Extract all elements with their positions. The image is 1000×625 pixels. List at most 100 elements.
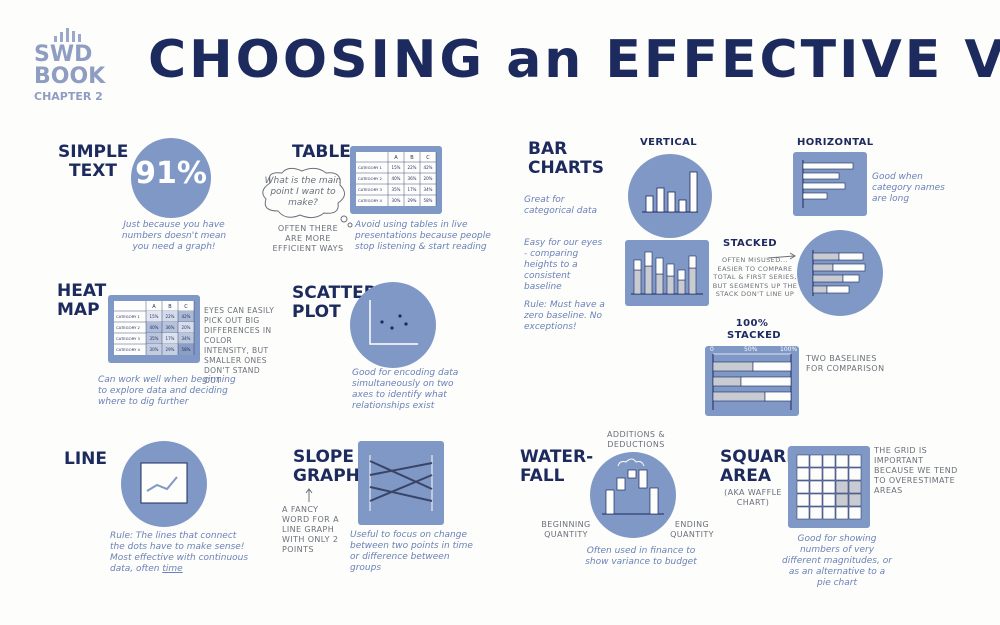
stacked-vertical-graphic: [631, 251, 703, 295]
stacked100-label: 100% STACKED: [727, 318, 782, 341]
stacked100-graphic: [712, 353, 792, 410]
waterfall-left-label: BEGINNING QUANTITY: [541, 520, 591, 539]
waterfall-top-label: ADDITIONS & DEDUCTIONS: [607, 430, 665, 449]
table-cell: 40%: [150, 325, 159, 330]
line-note: Rule: The lines that connect the dots ha…: [110, 531, 250, 575]
waffle-cell: [848, 506, 862, 520]
slope-graphic: [369, 455, 433, 511]
waffle-cell: [809, 480, 823, 494]
waffle-cell: [848, 480, 862, 494]
table-cell: 15%: [392, 165, 401, 170]
table-cell: 29%: [408, 198, 417, 203]
table-cell: 58%: [424, 198, 433, 203]
waffle-cell: [796, 454, 810, 468]
line-graphic: [140, 462, 188, 504]
scatter-graphic: [369, 300, 418, 345]
table-cell: 30%: [150, 347, 159, 352]
line-note-text: Rule: The lines that connect the dots ha…: [110, 531, 249, 574]
waterfall-graphic: [602, 458, 664, 515]
table-cell: 35%: [150, 336, 159, 341]
vertical-bar-graphic: [642, 171, 698, 213]
table-cell: 30%: [392, 198, 401, 203]
heatmap-cell: [146, 333, 162, 344]
table-cell: 35%: [392, 187, 401, 192]
waffle-cell: [822, 493, 836, 507]
heatmap-cell: [178, 322, 194, 333]
bar-note-3: Rule: Must have a zero baseline. No exce…: [524, 300, 605, 332]
table-cell: 17%: [166, 336, 175, 341]
table-cell: 42%: [182, 314, 191, 319]
heatmap-cell: [146, 322, 162, 333]
arrow-right-icon: [767, 252, 796, 260]
square-heading: SQUARE AREA: [720, 447, 798, 486]
heatmap-cell: [178, 344, 194, 355]
stacked100-caption: TWO BASELINES FOR COMPARISON: [806, 354, 885, 373]
vertical-label: VERTICAL: [640, 137, 698, 148]
logo-line-3: CHAPTER 2: [34, 90, 103, 103]
scatter-circle: [350, 282, 436, 368]
table-cell: 22%: [408, 165, 417, 170]
bar-note-2: Easy for our eyes - comparing heights to…: [524, 238, 603, 292]
table-row-label: CATEGORY 2: [116, 325, 141, 330]
heatmap-cell: [162, 333, 178, 344]
heatmap-cell: [162, 344, 178, 355]
axis-tick-100: 100%: [780, 346, 798, 353]
table-row-label: CATEGORY 2: [358, 176, 383, 181]
slope-caption: A FANCY WORD FOR A LINE GRAPH WITH ONLY …: [282, 505, 339, 554]
waffle-cell: [796, 467, 810, 481]
waffle-graphic: [796, 454, 862, 520]
logo-line-2: BOOK: [34, 64, 106, 89]
bar-heading: BAR CHARTS: [528, 139, 605, 178]
heatmap-cell: [162, 311, 178, 322]
waffle-cell: [835, 506, 849, 520]
table-row-label: CATEGORY 4: [358, 198, 383, 203]
horizontal-note: Good when category names are long: [872, 172, 945, 204]
waffle-cell: [822, 480, 836, 494]
table-row-label: CATEGORY 3: [358, 187, 383, 192]
table-cell: 29%: [166, 347, 175, 352]
waffle-cell: [848, 493, 862, 507]
page-title: CHOOSING an EFFECTIVE VISUAL: [148, 30, 1000, 90]
table-col-header: B: [410, 155, 414, 161]
heatmap-heading: HEAT MAP: [57, 281, 107, 320]
line-heading: LINE: [64, 449, 107, 469]
waffle-cell: [822, 506, 836, 520]
table-row-label: CATEGORY 4: [116, 347, 141, 352]
waffle-cell: [809, 506, 823, 520]
thought-text: What is the main point I want to make?: [264, 176, 342, 208]
table-caption: OFTEN THERE ARE MORE EFFICIENT WAYS: [272, 224, 344, 253]
table-cell: 36%: [166, 325, 175, 330]
logo-bars-icon: [54, 28, 81, 42]
waterfall-right-label: ENDING QUANTITY: [670, 520, 714, 539]
waffle-cell: [809, 493, 823, 507]
simple-text-heading: SIMPLE TEXT: [58, 142, 129, 181]
square-note: Good for showing numbers of very differe…: [782, 534, 892, 588]
simple-text-circle: [131, 138, 211, 218]
square-caption: THE GRID IS IMPORTANT BECAUSE WE TEND TO…: [874, 446, 958, 495]
waffle-cell: [835, 454, 849, 468]
table-cell: 40%: [392, 176, 401, 181]
horizontal-bar-graphic: [802, 160, 854, 208]
waterfall-note: Often used in finance to show variance t…: [585, 546, 697, 567]
heatmap-cell: [178, 333, 194, 344]
table-col-header: C: [426, 155, 430, 161]
heatmap-cell: [178, 311, 194, 322]
slope-note: Useful to focus on change between two po…: [350, 530, 473, 573]
axis-tick-0: 0: [710, 346, 714, 353]
table-cell: 20%: [424, 176, 433, 181]
waffle-cell: [796, 480, 810, 494]
table-col-header: B: [168, 304, 172, 310]
table-row-label: CATEGORY 1: [358, 165, 383, 170]
heatmap-note: Can work well when beginning to explore …: [98, 375, 236, 407]
table-cell: 36%: [408, 176, 417, 181]
waterfall-heading: WATER-FALL: [520, 447, 594, 486]
square-aka: (AKA WAFFLE CHART): [724, 488, 782, 507]
heatmap-caption: EYES CAN EASILY PICK OUT BIG DIFFERENCES…: [204, 306, 275, 385]
table-row-label: CATEGORY 3: [116, 336, 141, 341]
waffle-cell: [822, 454, 836, 468]
waffle-cell: [809, 467, 823, 481]
table-cell: 15%: [150, 314, 159, 319]
horizontal-label: HORIZONTAL: [797, 137, 874, 148]
table-cell: 42%: [424, 165, 433, 170]
slope-heading: SLOPE GRAPH: [293, 447, 360, 486]
